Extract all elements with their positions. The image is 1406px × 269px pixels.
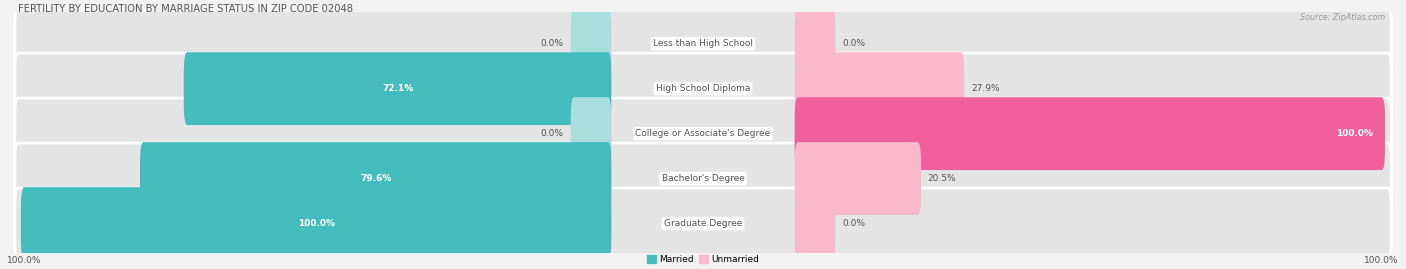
Legend: Married, Unmarried: Married, Unmarried [643, 251, 763, 267]
Text: 100.0%: 100.0% [1336, 129, 1374, 138]
FancyBboxPatch shape [141, 142, 612, 215]
FancyBboxPatch shape [15, 188, 1391, 259]
Text: 100.0%: 100.0% [298, 219, 335, 228]
Text: Bachelor's Degree: Bachelor's Degree [662, 174, 744, 183]
FancyBboxPatch shape [794, 52, 965, 125]
Text: FERTILITY BY EDUCATION BY MARRIAGE STATUS IN ZIP CODE 02048: FERTILITY BY EDUCATION BY MARRIAGE STATU… [17, 5, 353, 15]
FancyBboxPatch shape [794, 142, 921, 215]
Text: 0.0%: 0.0% [541, 39, 564, 48]
Text: 27.9%: 27.9% [972, 84, 1000, 93]
Text: High School Diploma: High School Diploma [655, 84, 751, 93]
FancyBboxPatch shape [794, 97, 1385, 170]
Text: 0.0%: 0.0% [541, 129, 564, 138]
FancyBboxPatch shape [794, 187, 835, 260]
FancyBboxPatch shape [571, 7, 612, 80]
FancyBboxPatch shape [571, 97, 612, 170]
FancyBboxPatch shape [15, 8, 1391, 79]
Text: College or Associate's Degree: College or Associate's Degree [636, 129, 770, 138]
FancyBboxPatch shape [794, 7, 835, 80]
Text: 20.5%: 20.5% [928, 174, 956, 183]
Text: 79.6%: 79.6% [360, 174, 391, 183]
Text: 0.0%: 0.0% [842, 39, 865, 48]
Text: 0.0%: 0.0% [842, 219, 865, 228]
FancyBboxPatch shape [15, 53, 1391, 124]
Text: Source: ZipAtlas.com: Source: ZipAtlas.com [1299, 13, 1385, 22]
Text: Less than High School: Less than High School [652, 39, 754, 48]
FancyBboxPatch shape [21, 187, 612, 260]
FancyBboxPatch shape [15, 143, 1391, 214]
Text: Graduate Degree: Graduate Degree [664, 219, 742, 228]
Text: 72.1%: 72.1% [382, 84, 413, 93]
FancyBboxPatch shape [15, 98, 1391, 169]
FancyBboxPatch shape [184, 52, 612, 125]
